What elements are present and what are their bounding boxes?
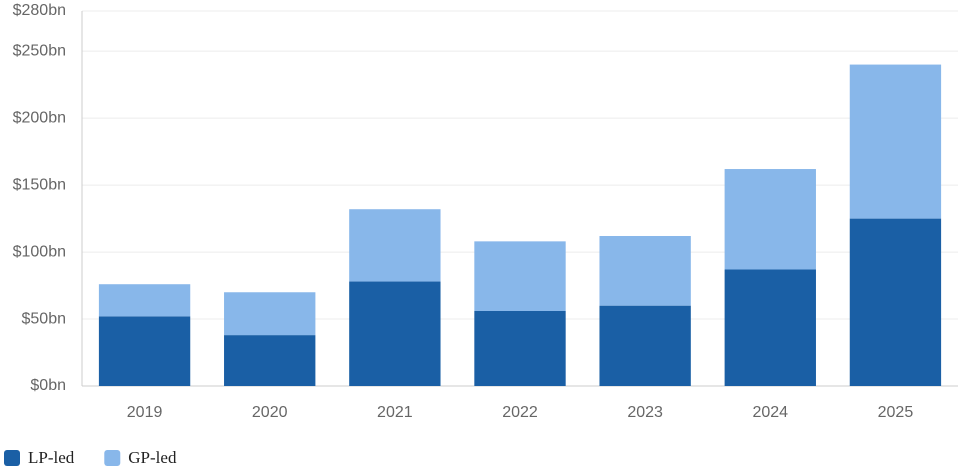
legend-label: GP-led [128, 448, 177, 467]
bar-segment [349, 281, 441, 386]
y-tick-label: $0bn [30, 377, 66, 394]
legend-swatch [4, 450, 20, 466]
legend-label: LP-led [28, 448, 75, 467]
x-tick-label: 2021 [377, 404, 413, 421]
x-tick-label: 2024 [752, 404, 788, 421]
bar-segment [224, 292, 316, 336]
x-tick-label: 2022 [502, 404, 538, 421]
bar-segment [724, 269, 816, 386]
y-tick-label: $50bn [22, 310, 67, 327]
legend-swatch [104, 450, 121, 466]
bar-segment [724, 169, 816, 270]
y-tick-label: $280bn [13, 2, 66, 19]
bar-segment [98, 316, 191, 386]
y-tick-label: $250bn [13, 42, 66, 59]
bar-segment [98, 284, 191, 317]
x-tick-label: 2019 [127, 404, 163, 421]
x-tick-label: 2023 [627, 404, 663, 421]
bar-segment [224, 335, 316, 386]
bar-segment [849, 64, 942, 219]
bar-segment [474, 311, 566, 386]
bar-segment [349, 209, 441, 282]
bar-segment [599, 236, 691, 306]
x-tick-label: 2025 [878, 404, 914, 421]
bar-segment [849, 218, 942, 386]
y-tick-label: $100bn [13, 243, 66, 260]
y-tick-label: $200bn [13, 109, 66, 126]
y-tick-label: $150bn [13, 176, 66, 193]
x-tick-label: 2020 [252, 404, 288, 421]
bar-segment [599, 305, 691, 386]
bar-segment [474, 241, 566, 311]
